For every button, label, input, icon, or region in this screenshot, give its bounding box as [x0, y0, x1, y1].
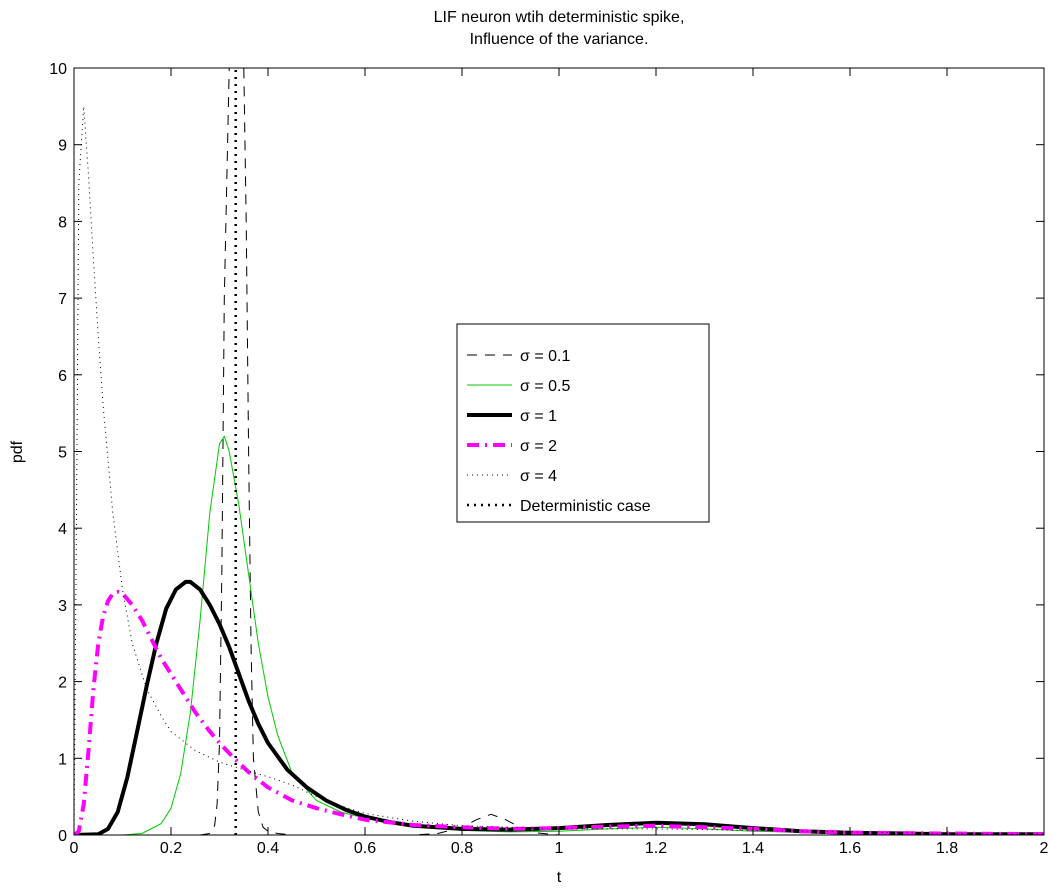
y-tick-label: 6 [58, 368, 67, 385]
x-tick-label: 0.6 [354, 840, 376, 857]
y-tick-label: 3 [58, 598, 67, 615]
y-tick-label: 2 [58, 675, 67, 692]
x-axis-ticks: 0 0.2 0.4 0.6 0.8 1 1.2 1.4 1.6 1.8 2 [70, 68, 1049, 857]
y-tick-label: 7 [58, 291, 67, 308]
x-tick-label: 0.8 [451, 840, 473, 857]
legend: σ = 0.1 σ = 0.5 σ = 1 σ = 2 σ = 4 Determinist… [456, 323, 710, 523]
series-layer [74, 68, 1044, 835]
legend-label-1: σ = 1 [520, 408, 557, 425]
y-tick-label: 1 [58, 751, 67, 768]
legend-label-4: σ = 4 [520, 468, 557, 485]
x-tick-label: 1.6 [839, 840, 861, 857]
y-tick-label: 8 [58, 214, 67, 231]
y-axis-ticks: 0 1 2 3 4 5 6 7 8 9 10 [49, 61, 1044, 845]
chart-title-line-1: LIF neuron wtih deterministic spike, [434, 9, 685, 26]
legend-label-deterministic-case: Deterministic case [520, 498, 651, 515]
y-tick-label: 9 [58, 138, 67, 155]
legend-box [456, 323, 710, 523]
legend-label-2: σ = 2 [520, 438, 557, 455]
x-tick-label: 0 [70, 840, 79, 857]
x-tick-label: 1 [555, 840, 564, 857]
y-tick-label: 10 [49, 61, 67, 78]
chart-title-line-2: Influence of the variance. [470, 31, 649, 48]
x-tick-label: 1.8 [936, 840, 958, 857]
x-axis-label: t [557, 869, 562, 886]
x-tick-label: 1.2 [645, 840, 667, 857]
y-axis-label: pdf [9, 440, 26, 463]
y-tick-label: 5 [58, 445, 67, 462]
x-tick-label: 2 [1040, 840, 1049, 857]
legend-label-0-5: σ = 0.5 [520, 378, 570, 395]
x-tick-label: 0.2 [160, 840, 182, 857]
x-tick-label: 0.4 [257, 840, 279, 857]
x-tick-label: 1.4 [742, 840, 764, 857]
y-tick-label: 0 [58, 828, 67, 845]
legend-label-0-1: σ = 0.1 [520, 348, 570, 365]
series-line-2 [74, 589, 1044, 835]
series-line-1 [74, 579, 1044, 835]
y-tick-label: 4 [58, 521, 67, 538]
